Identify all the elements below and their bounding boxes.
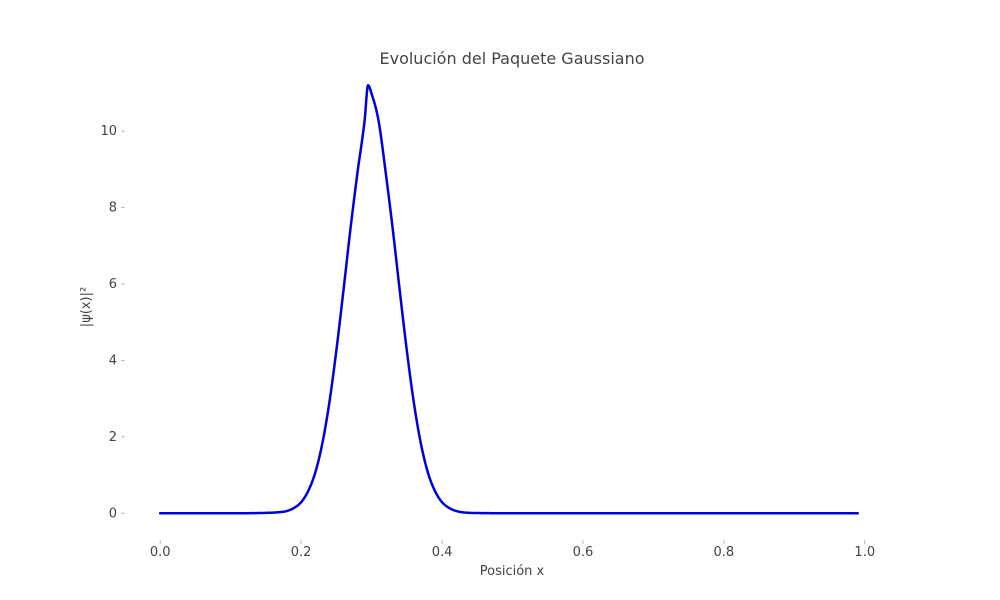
x-tick-label: 0.6	[573, 545, 594, 560]
y-axis: 0 2 4 6 8 10	[100, 124, 125, 521]
x-tick-label: 0.0	[150, 545, 171, 560]
x-tick-label: 0.8	[714, 545, 735, 560]
chart-title: Evolución del Paquete Gaussiano	[379, 49, 644, 68]
x-tick-label: 1.0	[854, 545, 875, 560]
x-tick-label: 0.4	[432, 545, 453, 560]
series-layer	[158, 84, 859, 515]
y-tick-label: 10	[100, 124, 117, 139]
x-axis-label: Posición x	[480, 564, 545, 579]
y-tick-label: 8	[109, 201, 117, 216]
y-axis-label: |ψ(x)|²	[79, 287, 94, 327]
y-tick-label: 0	[109, 506, 117, 521]
series-line	[158, 84, 859, 515]
y-tick-label: 2	[109, 430, 117, 445]
y-tick-label: 4	[109, 353, 117, 368]
y-tick-label: 6	[109, 277, 117, 292]
x-axis: 0.0 0.2 0.4 0.6 0.8 1.0	[150, 540, 875, 560]
x-tick-label: 0.2	[291, 545, 312, 560]
